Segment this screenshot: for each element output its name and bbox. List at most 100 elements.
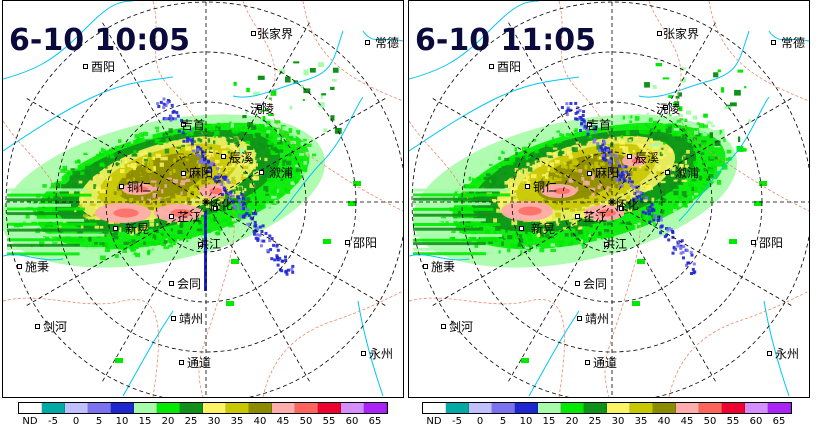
city-marker [577,316,582,321]
legend-label: 40 [657,416,671,427]
legend-swatch [607,403,630,413]
legend-swatch [272,403,295,413]
timestamp-label: 6-10 11:05 [415,23,597,58]
legend-swatch [180,403,203,413]
city-label: 溆浦 [675,166,700,180]
city-label: 铜仁 [533,180,558,194]
city-marker [751,240,756,245]
legend-label: 5 [95,416,103,427]
radar-map [3,1,403,397]
city-label: 麻阳 [595,166,620,180]
city-label: 通道 [187,356,212,370]
timestamp-label: 6-10 10:05 [9,23,191,58]
city-label: 常德 [375,36,400,50]
reflectivity-legend: ND -5 0 5 10 15 20 25 30 35 40 45 50 55 60 65 [18,402,388,428]
legend-swatch [42,403,65,413]
legend-label: 45 [680,416,694,427]
legend-swatch [676,403,699,413]
city-label: 酉阳 [91,60,116,74]
city-marker [179,360,184,365]
city-marker [221,154,226,159]
legend-swatch [745,403,768,413]
legend-swatch [88,403,111,413]
city-marker [113,226,118,231]
city-label: 会同 [177,277,202,291]
city-marker [259,170,264,175]
legend-label: 50 [299,416,313,427]
city-marker [575,214,580,219]
city-marker [83,64,88,69]
city-marker [169,214,174,219]
legend-label: 20 [565,416,579,427]
city-label: 辰溪 [229,151,254,165]
legend-label: 30 [207,416,221,427]
city-label: 洪江 [603,237,628,251]
legend-labels: ND -5 0 5 10 15 20 25 30 35 40 45 50 55 60 65 [422,414,792,428]
legend-swatch [203,403,226,413]
echo-layer [412,63,767,363]
city-marker [17,264,22,269]
city-label: 吉首 [587,118,612,132]
legend-label: ND [22,416,38,427]
legend-swatch [722,403,745,413]
legend-color-bar [18,402,388,414]
city-marker [489,64,494,69]
legend-label: -5 [452,416,462,427]
legend-label: 25 [184,416,198,427]
city-label: 麻阳 [189,166,214,180]
city-marker [627,154,632,159]
legend-swatch [19,403,42,413]
legend-label: 5 [499,416,507,427]
legend-label: 15 [542,416,556,427]
city-marker [663,105,668,110]
legend-swatch [364,403,387,413]
legend-swatch [653,403,676,413]
city-marker [519,226,524,231]
legend-swatch [630,403,653,413]
city-marker [767,351,772,356]
city-label: 常德 [781,36,806,50]
echo-layer [3,61,361,363]
legend-swatch [469,403,492,413]
city-marker [181,122,186,127]
city-marker [365,40,370,45]
city-marker [619,206,624,211]
legend-labels: ND -5 0 5 10 15 20 25 30 35 40 45 50 55 60 65 [18,414,388,428]
range-rings [409,1,809,397]
legend-swatch [134,403,157,413]
city-label: 沅陵 [250,102,275,116]
legend-label: 55 [322,416,336,427]
city-label: 新晃 [531,222,556,236]
legend-swatch [157,403,180,413]
city-marker [257,105,262,110]
radar-map [409,1,809,397]
city-marker [665,170,670,175]
city-label: 施秉 [431,260,456,274]
legend-swatch [768,403,791,413]
radar-panel-1105: 6-10 11:05 张家界 常德 酉阳 沅陵 吉首 辰溪 溆浦 麻阳 铜仁 怀化 芷江 新晃 洪江 邵阳… [408,0,810,398]
city-label: 剑河 [449,320,474,334]
city-marker [575,281,580,286]
legend-swatch [699,403,722,413]
city-marker [604,242,609,247]
city-marker [441,324,446,329]
city-label: 新晃 [125,222,150,236]
legend-label: 65 [368,416,382,427]
legend-swatch [423,403,446,413]
legend-label: 35 [230,416,244,427]
legend-swatch [249,403,272,413]
city-label: 靖州 [585,312,610,326]
radar-panel-1005: 6-10 10:05 张家界 常德 酉阳 沅陵 吉首 辰溪 溆浦 麻阳 铜仁 怀化 芷江 新晃 洪江 邵阳… [2,0,404,398]
city-label: 永州 [775,347,800,361]
city-label: 怀化 [209,198,234,212]
city-label: 洪江 [197,237,222,251]
city-marker [587,171,592,176]
legend-label: 45 [276,416,290,427]
river-layer [3,1,403,397]
city-label: 会同 [583,277,608,291]
city-marker [213,206,218,211]
city-label: 吉首 [181,118,206,132]
city-label: 永州 [369,347,394,361]
city-label: 芷江 [583,210,608,224]
city-marker [525,184,530,189]
